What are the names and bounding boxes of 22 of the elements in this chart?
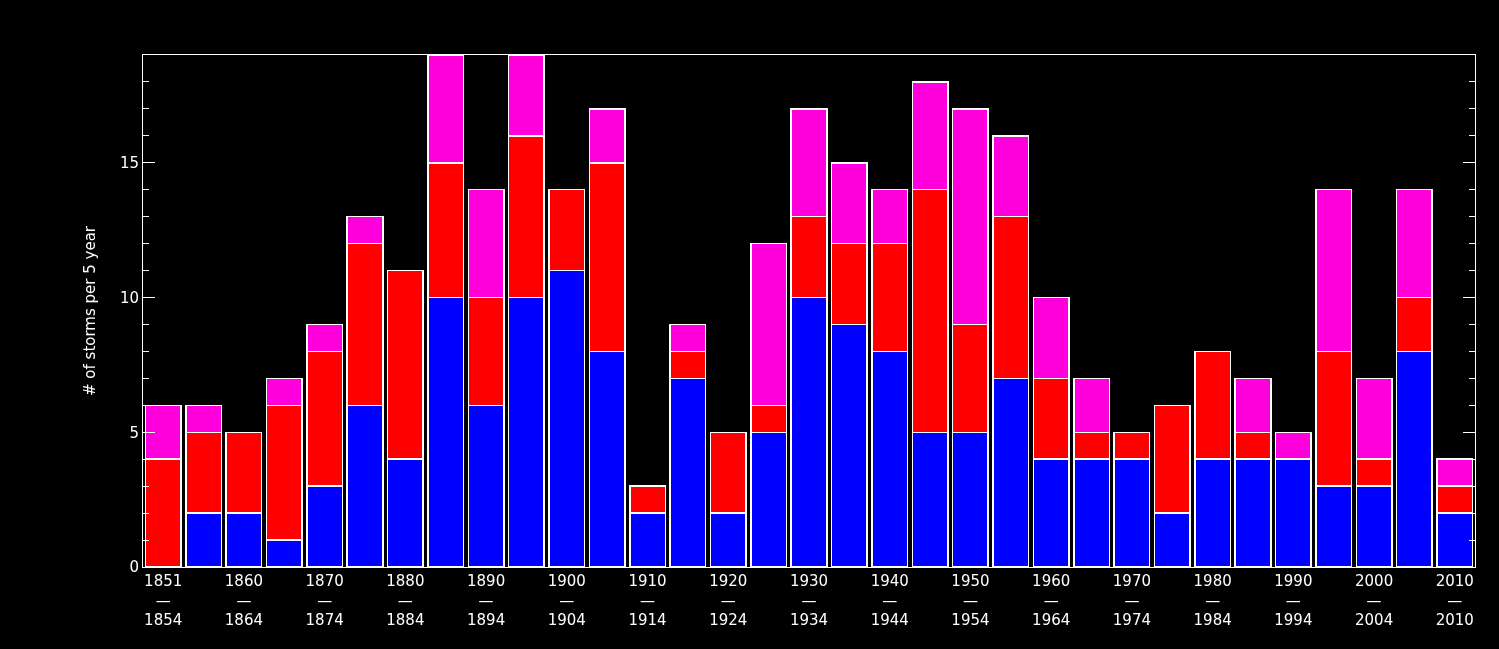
y-tick-label: 0 bbox=[129, 558, 139, 577]
x-tick-label: 1930 — 1934 bbox=[789, 572, 829, 629]
y-axis-title: # of storms per 5 year bbox=[81, 225, 100, 396]
x-tick-label: 1880 — 1884 bbox=[386, 572, 425, 629]
x-tick-label: 1950 — 1954 bbox=[951, 572, 990, 629]
x-tick-label: 1920 — 1924 bbox=[709, 572, 748, 629]
x-tick-label: 1851 — 1854 bbox=[144, 572, 183, 629]
x-tick-label: 1910 — 1914 bbox=[628, 572, 667, 629]
x-tick-label: 2000 — 2004 bbox=[1355, 572, 1394, 629]
y-tick-label: 10 bbox=[119, 288, 139, 307]
x-tick-label: 1980 — 1984 bbox=[1193, 572, 1232, 629]
x-tick-label: 1860 — 1864 bbox=[224, 572, 263, 629]
x-tick-label: 1960 — 1964 bbox=[1032, 572, 1071, 629]
x-tick-label: 1970 — 1974 bbox=[1112, 572, 1151, 629]
x-tick-label: 1890 — 1894 bbox=[467, 572, 506, 629]
x-tick-label: 1990 — 1994 bbox=[1274, 572, 1313, 629]
y-tick-label: 15 bbox=[119, 154, 139, 173]
x-tick-label: 2010 — 2010 bbox=[1435, 572, 1474, 629]
x-tick-label: 1870 — 1874 bbox=[305, 572, 344, 629]
x-tick-label: 1940 — 1944 bbox=[870, 572, 909, 629]
y-tick-label: 5 bbox=[129, 423, 139, 442]
x-tick-label: 1900 — 1904 bbox=[547, 572, 586, 629]
